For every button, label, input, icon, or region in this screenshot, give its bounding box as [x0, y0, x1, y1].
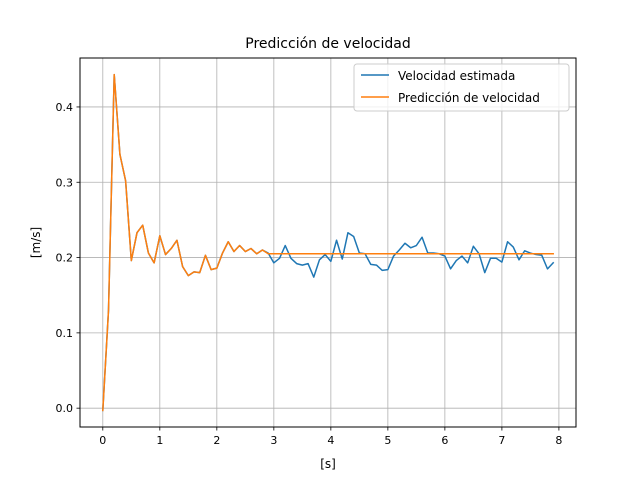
y-tick-label: 0.2 — [56, 252, 74, 265]
chart-title: Predicción de velocidad — [245, 36, 410, 52]
legend-label-prediccion-de-velocidad: Predicción de velocidad — [398, 91, 540, 105]
plot-frame — [79, 57, 577, 428]
x-axis: 0 1 2 3 4 5 6 7 8 — [99, 427, 562, 447]
x-axis-label: [s] — [320, 457, 336, 471]
series-line-prediccion-de-velocidad — [102, 73, 554, 412]
legend-label-velocidad-estimada: Velocidad estimada — [398, 69, 515, 83]
x-tick-label: 0 — [99, 434, 106, 447]
x-tick-label: 3 — [270, 434, 277, 447]
y-tick-label: 0.4 — [56, 101, 74, 114]
x-tick-label: 5 — [384, 434, 391, 447]
y-tick-label: 0.3 — [56, 176, 74, 189]
series-layer — [102, 73, 555, 412]
x-tick-label: 7 — [498, 434, 505, 447]
y-axis-label: [m/s] — [29, 227, 43, 258]
x-tick-label: 6 — [441, 434, 448, 447]
legend-box — [353, 63, 570, 112]
y-axis: 0.0 0.1 0.2 0.3 0.4 — [56, 101, 80, 415]
legend: Velocidad estimada Predicción de velocid… — [353, 63, 570, 112]
x-tick-label: 8 — [555, 434, 562, 447]
x-tick-label: 1 — [156, 434, 163, 447]
y-tick-label: 0.0 — [56, 402, 74, 415]
x-tick-label: 4 — [327, 434, 334, 447]
x-tick-label: 2 — [213, 434, 220, 447]
y-tick-label: 0.1 — [56, 327, 74, 340]
grid — [80, 58, 576, 427]
